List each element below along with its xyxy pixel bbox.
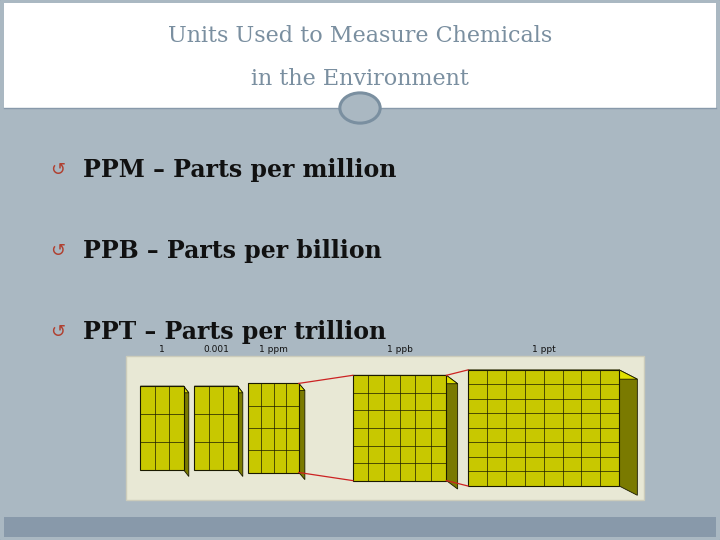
FancyBboxPatch shape [4, 3, 716, 108]
Text: PPT – Parts per trillion: PPT – Parts per trillion [83, 320, 386, 344]
Polygon shape [446, 375, 458, 489]
Polygon shape [140, 386, 189, 393]
Text: 1 ppb: 1 ppb [387, 345, 413, 354]
Polygon shape [299, 383, 305, 480]
Text: ↺: ↺ [50, 161, 66, 179]
FancyBboxPatch shape [4, 517, 716, 537]
Text: PPM – Parts per million: PPM – Parts per million [83, 158, 396, 182]
Polygon shape [194, 386, 243, 393]
Text: Units Used to Measure Chemicals: Units Used to Measure Chemicals [168, 25, 552, 48]
Text: 0.001: 0.001 [203, 345, 229, 354]
FancyBboxPatch shape [194, 386, 238, 470]
Circle shape [340, 93, 380, 123]
Polygon shape [353, 375, 458, 384]
FancyBboxPatch shape [140, 386, 184, 470]
FancyBboxPatch shape [248, 383, 299, 472]
Polygon shape [248, 383, 305, 390]
FancyBboxPatch shape [126, 356, 644, 500]
Polygon shape [184, 386, 189, 476]
Text: PPB – Parts per billion: PPB – Parts per billion [83, 239, 382, 263]
Polygon shape [238, 386, 243, 476]
Text: ↺: ↺ [50, 323, 66, 341]
FancyBboxPatch shape [353, 375, 446, 481]
Text: 1 ppm: 1 ppm [259, 345, 288, 354]
Text: 1 ppt: 1 ppt [532, 345, 555, 354]
FancyBboxPatch shape [468, 370, 619, 486]
Text: 1: 1 [159, 345, 165, 354]
Polygon shape [468, 370, 637, 379]
Polygon shape [619, 370, 637, 495]
Text: in the Environment: in the Environment [251, 68, 469, 90]
Text: ↺: ↺ [50, 242, 66, 260]
